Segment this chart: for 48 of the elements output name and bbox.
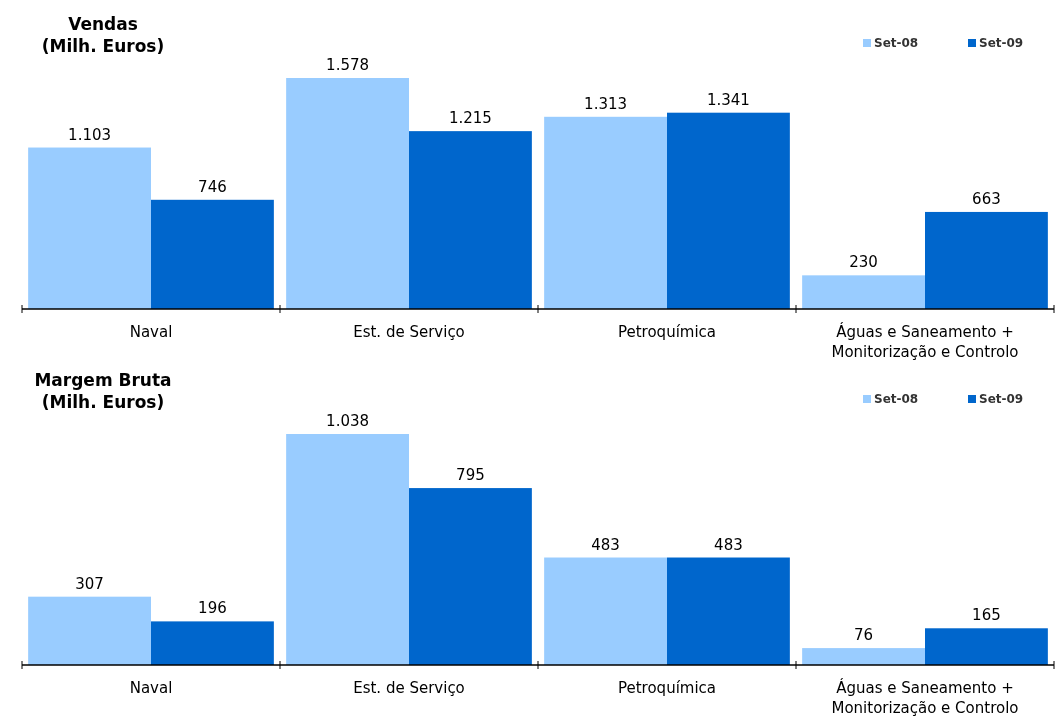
bar	[286, 78, 409, 309]
bar	[28, 147, 151, 309]
data-label: 165	[972, 606, 1001, 625]
data-label: 307	[75, 574, 104, 593]
legend-label: Set-08	[874, 392, 919, 406]
data-label: 663	[972, 189, 1001, 208]
bar	[667, 557, 790, 665]
x-tick-label: Naval	[129, 679, 173, 697]
x-tick-label: Petroquímica	[617, 323, 717, 341]
data-label: 1.215	[448, 109, 492, 128]
legend-label: Set-08	[874, 36, 919, 50]
data-label: 1.103	[68, 125, 112, 144]
x-tick-label: Petroquímica	[617, 679, 717, 697]
x-tick-label: Est. de Serviço	[353, 323, 465, 341]
bar	[544, 116, 667, 309]
data-label: 1.578	[326, 56, 370, 74]
bar	[409, 131, 532, 309]
data-label: 1.313	[584, 94, 628, 113]
chart-title: Vendas	[68, 14, 138, 34]
x-tick-label: Naval	[129, 323, 173, 341]
data-label: 795	[456, 466, 485, 485]
data-label: 76	[854, 626, 874, 645]
x-tick-label: Águas e Saneamento + Monitorização e Controlo	[831, 678, 1019, 717]
data-label: 746	[198, 177, 227, 196]
x-tick-label: Est. de Serviço	[353, 679, 465, 697]
bar	[286, 434, 409, 665]
data-label: 483	[591, 535, 620, 554]
data-label: 230	[849, 253, 878, 272]
bar	[151, 621, 274, 665]
bar	[409, 488, 532, 665]
chart-subtitle: (Milh. Euros)	[41, 36, 165, 56]
chart-title: Margem Bruta	[34, 370, 172, 390]
data-label: 1.341	[706, 90, 750, 109]
bar	[151, 199, 274, 309]
bar	[802, 275, 925, 309]
data-label: 196	[198, 599, 227, 618]
bar	[925, 628, 1048, 665]
chart-subtitle: (Milh. Euros)	[41, 392, 165, 412]
data-label: 483	[714, 535, 743, 554]
bar	[802, 648, 925, 665]
x-tick-label: Águas e Saneamento + Monitorização e Controlo	[831, 322, 1019, 361]
bar	[28, 596, 151, 665]
data-label: 1.038	[326, 412, 370, 430]
legend-label: Set-09	[979, 392, 1024, 406]
bar	[544, 557, 667, 665]
bar	[667, 112, 790, 309]
legend-label: Set-09	[979, 36, 1024, 50]
bar	[925, 211, 1048, 309]
